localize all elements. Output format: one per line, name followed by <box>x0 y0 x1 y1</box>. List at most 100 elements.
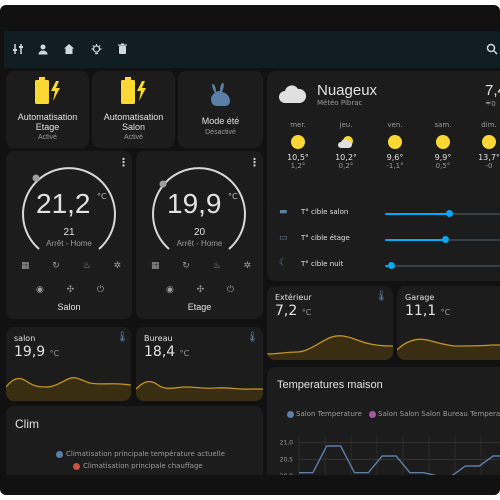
calendar-icon[interactable]: ▦ <box>151 261 160 271</box>
target-temperature: 21 <box>63 227 75 238</box>
sensor-exterieur-card[interactable]: Extérieur 🌡︎ 7,2 °C <box>267 286 393 360</box>
clim-card[interactable]: Clim Climatisation principale températur… <box>6 406 263 475</box>
auto-mode-icon[interactable]: ↻ <box>182 261 190 271</box>
legend-label: Climatisation principale température act… <box>66 450 225 458</box>
power-icon[interactable]: ⏻ <box>96 285 104 295</box>
sensor-sparkline <box>397 338 500 360</box>
lightbulb-icon[interactable] <box>88 41 104 57</box>
slider-knob[interactable] <box>442 236 449 243</box>
clim-title: Clim <box>15 417 39 431</box>
flame-icon[interactable]: ◉ <box>36 285 44 295</box>
series-line <box>299 445 500 475</box>
temperature-line-chart[interactable]: 21,0 20,5 20,0 <box>267 421 500 475</box>
thermostat-etage-card[interactable]: ⋮ 19,9 °C 20 Arrêt - Home ▦ ↻ ♨ ✲ ◉ ✣ ⏻ … <box>136 151 263 319</box>
target-temperature: 20 <box>193 227 206 238</box>
dial-handle[interactable] <box>32 174 40 182</box>
sensor-unit: °C <box>179 349 190 358</box>
forecast-day: sam. <box>434 121 452 129</box>
flame-icon[interactable]: ◉ <box>166 285 174 295</box>
sensor-bureau-card[interactable]: Bureau 🌡︎ 18,4 °C <box>136 327 263 401</box>
more-vert-icon[interactable]: ⋮ <box>249 156 260 169</box>
snowflake-icon[interactable]: ✲ <box>113 261 121 271</box>
slider-knob[interactable] <box>446 210 453 217</box>
sensor-value: 11,1 °C <box>405 303 450 319</box>
sensor-name: Extérieur <box>275 293 312 302</box>
thermometer-icon: 🌡︎ <box>116 332 129 343</box>
clim-legend-item: Climatisation principale température act… <box>56 450 225 458</box>
legend-swatch <box>56 450 63 458</box>
slider-knob[interactable] <box>388 262 395 269</box>
chart-legend-item[interactable]: Salon Salon Salon Bureau Temperatu <box>369 410 500 418</box>
legend-label: Climatisation principale chauffage <box>83 462 203 470</box>
weather-extra: ☔︎0 <box>485 100 496 108</box>
fan-icon[interactable]: ✣ <box>66 285 75 295</box>
sensor-unit: °C <box>440 308 451 317</box>
auto-mode-icon[interactable]: ↻ <box>52 261 60 271</box>
fan-icon[interactable]: ✣ <box>196 285 205 295</box>
y-tick-label: 20,5 <box>280 456 294 463</box>
trash-icon[interactable] <box>114 41 130 57</box>
sensor-value-number: 19,9 <box>14 344 46 360</box>
moon-icon: ☾ <box>279 258 288 268</box>
slider-track[interactable] <box>385 265 500 267</box>
weather-source: Météo Pibrac <box>317 99 363 107</box>
snowflake-icon[interactable]: ✲ <box>243 261 251 271</box>
sensor-name: Garage <box>405 293 435 302</box>
thermometer-icon: 🌡︎ <box>375 291 388 302</box>
weather-card[interactable]: Nuageux Météo Pibrac 7,4 ☔︎0 mer. 10,5° … <box>267 71 500 217</box>
forecast-high: 9,9° <box>434 153 452 162</box>
top-toolbar <box>4 31 500 68</box>
clim-legend-item: Climatisation principale chauffage <box>73 462 203 470</box>
forecast-jeu: jeu. 10,2° 0,2° <box>331 121 361 170</box>
battery-charging-icon <box>35 77 60 104</box>
sensor-value-number: 7,2 <box>275 303 298 319</box>
forecast-day: mer. <box>290 121 306 129</box>
thermostat-dial[interactable] <box>144 161 254 261</box>
chart-legend-item[interactable]: Salon Temperature <box>287 410 362 418</box>
automation-status: Activé <box>123 134 144 141</box>
heat-icon[interactable]: ♨ <box>212 261 221 271</box>
legend-label: Salon Salon Salon Bureau Temperatu <box>378 410 500 418</box>
forecast-day: jeu. <box>339 121 353 129</box>
target-row-nuit: ☾ T° cible nuit <box>267 253 500 277</box>
forecast-dim: dim. 13,7° -0 <box>474 121 500 170</box>
hvac-mode: Arrêt - Home <box>176 239 223 248</box>
calendar-icon[interactable]: ▦ <box>21 261 30 271</box>
sensor-value-number: 18,4 <box>144 344 176 360</box>
weather-extra-value: 0 <box>491 100 496 108</box>
target-temperatures-card: ▬ T° cible salon ▭ T° cible étage ☾ T° c… <box>267 197 500 281</box>
sensor-salon-card[interactable]: salon 🌡︎ 19,9 °C <box>6 327 131 401</box>
mode-ete-card[interactable]: Mode été Désactivé <box>178 71 263 148</box>
more-vert-icon[interactable]: ⋮ <box>118 156 129 169</box>
sensor-value: 19,9 °C <box>14 344 59 360</box>
forecast-low: 1,2° <box>290 162 306 170</box>
tune-icon[interactable] <box>10 41 26 57</box>
sensor-garage-card[interactable]: Garage 11,1 °C <box>397 286 500 360</box>
legend-swatch <box>287 410 294 418</box>
sensor-sparkline <box>6 377 131 401</box>
home-icon[interactable] <box>61 41 77 57</box>
heat-icon[interactable]: ♨ <box>82 261 91 271</box>
thermometer-icon: 🌡︎ <box>246 332 259 343</box>
thermostat-dial[interactable] <box>14 161 124 261</box>
thermostat-salon-card[interactable]: ⋮ 21,2 °C 21 Arrêt - Home ▦ ↻ ♨ ✲ ◉ ✣ ⏻ … <box>6 151 132 319</box>
person-icon[interactable] <box>35 41 51 57</box>
forecast-sam: sam. 9,9° 0,5° <box>428 121 458 170</box>
automation-label: Automatisation Etage <box>17 112 78 132</box>
mode-ete-status: Désactivé <box>205 129 236 136</box>
dial-handle[interactable] <box>159 180 167 188</box>
automation-label: Automatisation Salon <box>103 112 164 132</box>
forecast-high: 9,6° <box>386 153 404 162</box>
rain-icon: ☔︎ <box>485 100 492 108</box>
target-row-salon: ▬ T° cible salon <box>267 201 500 225</box>
power-icon[interactable]: ⏻ <box>226 285 234 295</box>
current-temperature: 21,2 <box>36 188 91 219</box>
cloud-icon <box>279 85 307 103</box>
forecast-high: 10,2° <box>335 153 357 162</box>
automation-etage-card[interactable]: Automatisation Etage Activé <box>6 71 89 148</box>
sensor-unit: °C <box>301 308 312 317</box>
search-icon[interactable] <box>484 41 500 57</box>
legend-label: Salon Temperature <box>296 410 362 418</box>
temperatures-chart-card[interactable]: Temperatures maison Salon Temperature Sa… <box>267 367 500 475</box>
automation-salon-card[interactable]: Automatisation Salon Activé <box>92 71 175 148</box>
